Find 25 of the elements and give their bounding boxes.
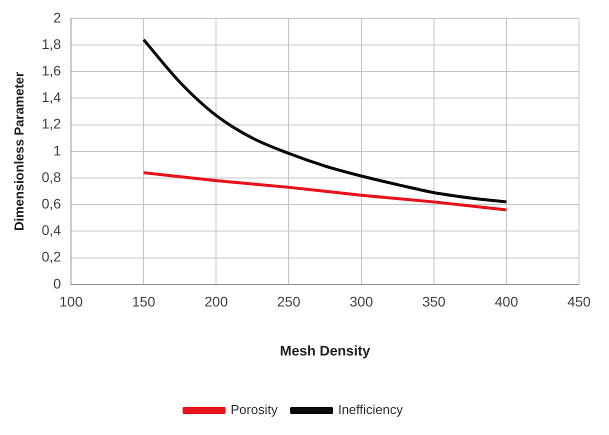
y-tick-label: 1,4	[42, 89, 62, 106]
y-axis-title: Dimensionless Parameter	[11, 72, 26, 231]
y-tick-label: 1,2	[42, 116, 62, 132]
x-tick-label: 150	[132, 294, 156, 310]
y-tick-label: 1	[53, 142, 62, 158]
x-tick-label: 400	[494, 294, 518, 310]
y-tick-label: 0,8	[42, 168, 62, 185]
legend-label: Inefficiency	[338, 402, 404, 418]
y-tick-label: 0,6	[42, 195, 62, 212]
y-tick-label: 1,8	[42, 36, 62, 52]
line-series	[142, 38, 508, 204]
y-tick-label: 0	[53, 275, 62, 292]
legend-label: Porosity	[230, 402, 278, 418]
x-tick-label: 200	[204, 294, 228, 310]
x-tick-label: 250	[277, 294, 301, 310]
line-series	[142, 171, 508, 212]
y-tick-label: 1,6	[42, 62, 62, 78]
y-tick-label: 2	[53, 9, 62, 26]
x-tick-label: 100	[59, 294, 83, 310]
y-tick-label: 0,4	[42, 222, 62, 238]
x-axis-title: Mesh Density	[280, 342, 370, 358]
y-tick-label: 0,2	[42, 248, 62, 265]
x-tick-label: 450	[567, 294, 591, 310]
x-tick-label: 300	[350, 294, 374, 310]
x-tick-label: 350	[422, 294, 446, 310]
